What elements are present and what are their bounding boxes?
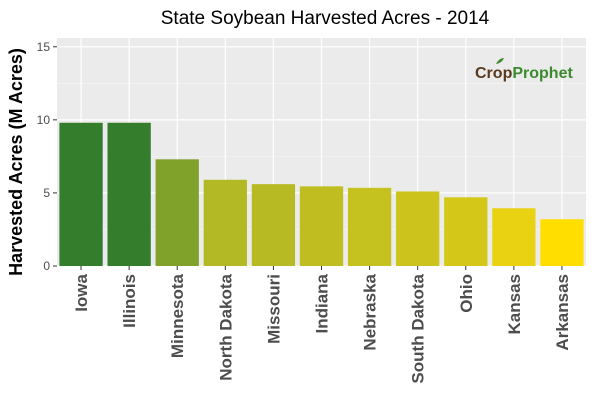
y-tick-label: 0 (43, 259, 50, 273)
bar-iowa (59, 122, 103, 267)
bar-minnesota (155, 159, 199, 266)
chart-title: State Soybean Harvested Acres - 2014 (161, 8, 490, 29)
bar-ohio (444, 197, 488, 266)
logo-text-p: p (503, 65, 513, 82)
x-tick-label: Ohio (457, 274, 476, 313)
svg-text:CropProphet: CropProphet (475, 65, 573, 82)
y-tick-label: 10 (37, 113, 51, 127)
bar-arkansas (540, 219, 584, 266)
x-axis-ticks: Iowa Illinois Minnesota North Dakota Missour… (72, 266, 572, 384)
leaf-icon (496, 58, 504, 64)
x-tick-label: Indiana (313, 273, 332, 333)
x-tick-label: Arkansas (553, 274, 572, 351)
x-tick-label: Illinois (120, 274, 139, 328)
bar-indiana (299, 186, 344, 266)
logo-text-prophet: Prophet (512, 65, 573, 82)
bar-north-dakota (203, 179, 247, 266)
x-tick-label: North Dakota (216, 273, 235, 380)
y-axis-label: Harvested Acres (M Acres) (6, 48, 26, 276)
logo-text-cr: Cr (475, 65, 493, 82)
x-tick-label: Minnesota (168, 273, 187, 358)
x-tick-label: Nebraska (361, 273, 380, 350)
bar-kansas (492, 208, 536, 266)
x-tick-label: Kansas (505, 274, 524, 334)
y-tick-label: 5 (43, 186, 50, 200)
logo-text-o: o (493, 65, 503, 82)
plot-panel (57, 38, 586, 267)
cropprophet-logo: CropProphet (475, 58, 573, 82)
bar-illinois (107, 122, 151, 267)
x-tick-label: Missouri (264, 274, 283, 344)
bar-south-dakota (396, 191, 440, 266)
bar-nebraska (347, 187, 392, 266)
x-tick-label: Iowa (72, 273, 91, 311)
bar-missouri (251, 184, 296, 266)
x-tick-label: South Dakota (409, 273, 428, 383)
y-tick-label: 15 (37, 40, 51, 54)
y-axis-ticks: 0 5 10 15 (37, 40, 57, 273)
